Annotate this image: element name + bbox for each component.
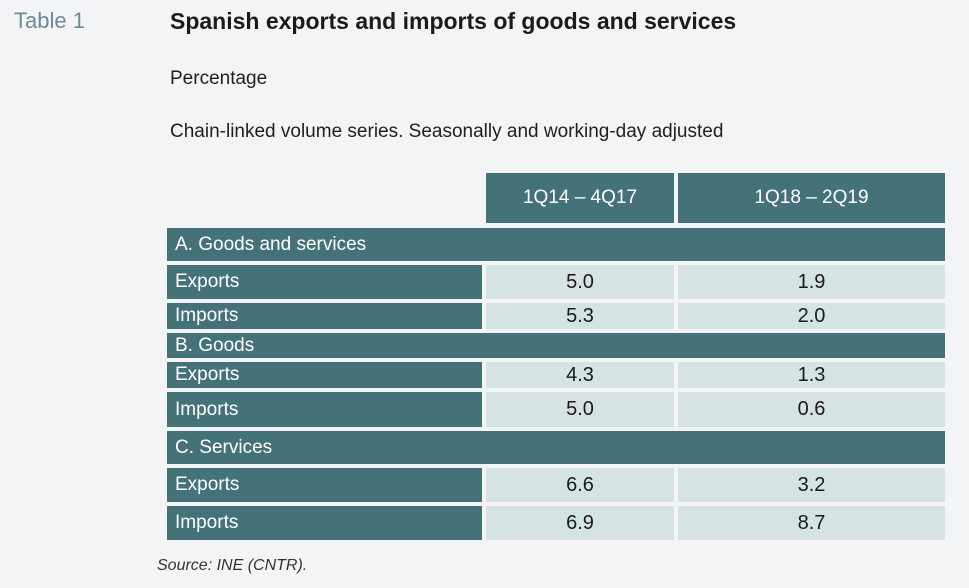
row-label: Imports [167,303,482,329]
table-cell: 0.6 [678,392,945,427]
table-cell: 5.0 [486,392,674,427]
row-label: Exports [167,265,482,299]
column-header-period-2: 1Q18 – 2Q19 [678,173,945,223]
table-note: Chain-linked volume series. Seasonally a… [170,121,724,142]
table-cell: 6.6 [486,468,674,502]
table-cell: 5.0 [486,265,674,299]
source-note: Source: INE (CNTR). [157,557,308,574]
row-label: Imports [167,506,482,540]
table-cell: 5.3 [486,303,674,329]
table-title: Spanish exports and imports of goods and… [170,8,737,34]
table-cell: 3.2 [678,468,945,502]
section-header-goods-and-services: A. Goods and services [167,228,945,261]
table-subtitle: Percentage [170,68,268,89]
row-label: Exports [167,362,482,388]
table-cell: 6.9 [486,506,674,540]
table-cell: 2.0 [678,303,945,329]
section-header-goods: B. Goods [167,333,945,358]
table-number: Table 1 [14,8,85,33]
row-label: Imports [167,392,482,427]
table-cell: 1.3 [678,362,945,388]
section-header-services: C. Services [167,431,945,464]
column-header-period-1: 1Q14 – 4Q17 [486,173,674,223]
row-label: Exports [167,468,482,502]
table-cell: 4.3 [486,362,674,388]
table-cell: 8.7 [678,506,945,540]
table-cell: 1.9 [678,265,945,299]
